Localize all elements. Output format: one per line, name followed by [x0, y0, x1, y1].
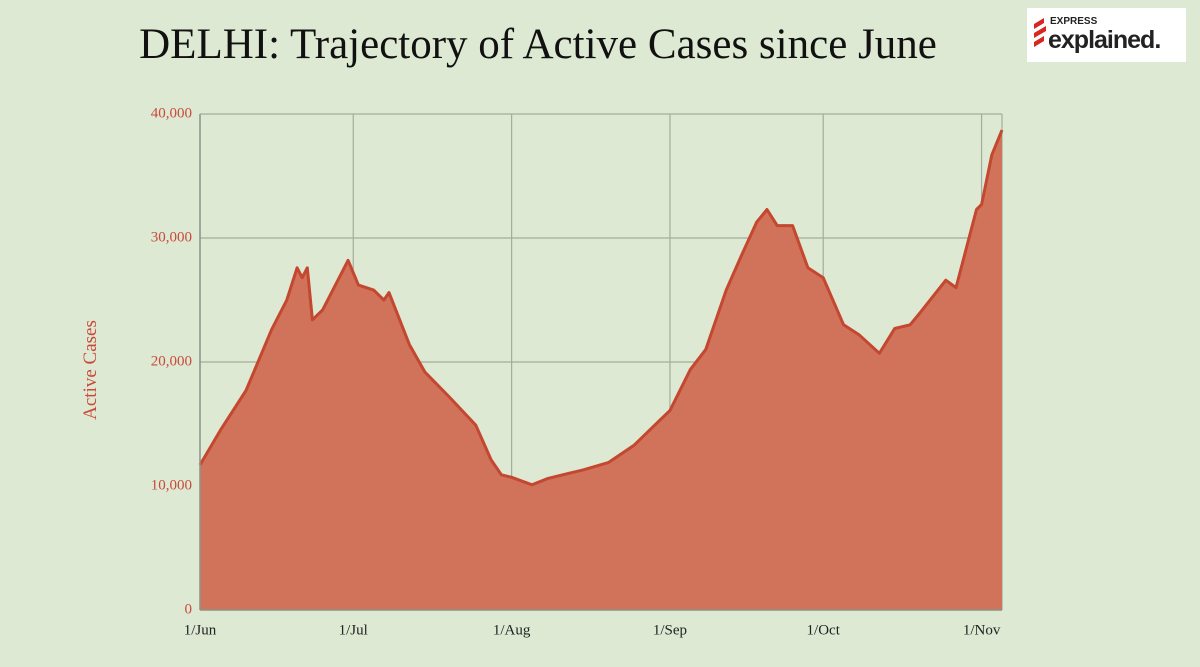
area — [200, 130, 1002, 610]
y-tick-label: 10,000 — [151, 477, 192, 493]
y-tick-label: 30,000 — [151, 229, 192, 245]
y-tick-label: 20,000 — [151, 353, 192, 369]
y-axis-label: Active Cases — [80, 320, 101, 420]
x-tick-label: 1/Sep — [653, 622, 687, 638]
x-tick-label: 1/Oct — [807, 622, 841, 638]
logo-top: EXPRESS — [1050, 16, 1098, 27]
chart-title: DELHI: Trajectory of Active Cases since … — [139, 21, 937, 68]
x-tick-label: 1/Jun — [184, 622, 217, 638]
y-tick-label: 0 — [185, 601, 193, 617]
y-tick-label: 40,000 — [151, 105, 192, 121]
x-tick-label: 1/Jul — [339, 622, 368, 638]
x-tick-label: 1/Aug — [493, 622, 531, 638]
line — [198, 129, 1004, 487]
x-tick-label: 1/Nov — [963, 622, 1001, 638]
logo-box — [1027, 8, 1186, 62]
logo-main: explained. — [1048, 26, 1160, 54]
logo-icon — [1034, 18, 1046, 47]
brand-logo: EXPRESS explained. — [1027, 8, 1186, 62]
